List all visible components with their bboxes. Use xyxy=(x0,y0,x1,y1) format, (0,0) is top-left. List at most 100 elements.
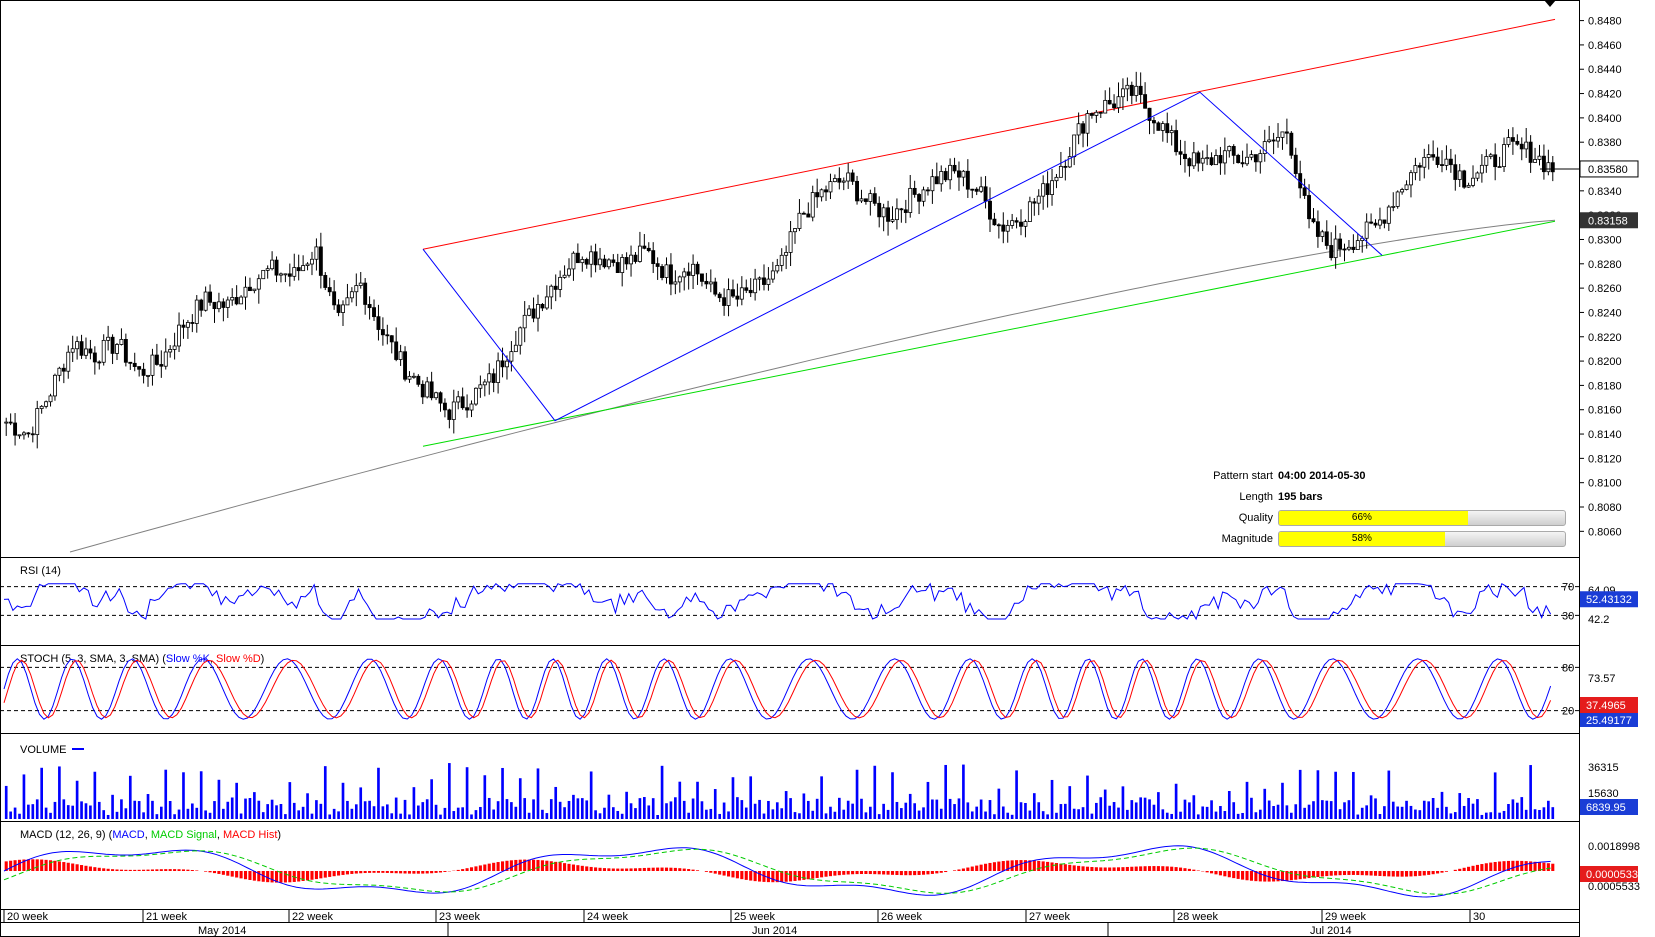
week-label: 20 week xyxy=(7,911,48,923)
candle-body xyxy=(660,266,665,278)
lower-channel-line xyxy=(422,220,1556,447)
candle-body xyxy=(1351,246,1356,250)
candle-body xyxy=(1222,150,1227,164)
stoch-level-label: 20 xyxy=(1562,706,1574,718)
candle-body xyxy=(748,289,753,294)
candle-body xyxy=(500,360,505,368)
candle-body xyxy=(624,257,629,265)
pattern-zigzag xyxy=(422,91,1383,422)
candle-body xyxy=(584,259,589,265)
macd-side-value: 0.0018998 xyxy=(1588,841,1640,853)
candle-body xyxy=(234,297,239,305)
candle-body xyxy=(620,257,625,274)
candle-body xyxy=(629,254,633,265)
macd-current-box xyxy=(1580,866,1638,882)
panel-frames xyxy=(0,0,1580,937)
zigzag-line xyxy=(422,91,1383,422)
week-label: 23 week xyxy=(439,911,480,923)
candle-body xyxy=(1125,84,1130,90)
candle-body xyxy=(194,299,199,324)
candle-body xyxy=(793,228,797,233)
candle-body xyxy=(1373,222,1378,226)
candle-body xyxy=(252,288,257,292)
candle-body xyxy=(1311,218,1316,223)
candle-body xyxy=(1546,162,1551,173)
candle-body xyxy=(1462,170,1467,188)
candle-body xyxy=(642,245,647,249)
candle-body xyxy=(784,252,789,256)
candle-body xyxy=(53,374,57,397)
candle-body xyxy=(775,265,780,272)
candle-body xyxy=(717,293,722,299)
candle-body xyxy=(48,395,53,403)
candle-body xyxy=(168,349,173,353)
candle-body xyxy=(1440,164,1444,166)
price-tick-label: 0.8140 xyxy=(1588,429,1622,441)
stoch-k-current: 25.49177 xyxy=(1586,715,1632,727)
candle-body xyxy=(1315,221,1320,237)
candle-body xyxy=(877,202,882,218)
candle-body xyxy=(1174,130,1179,153)
candle-body xyxy=(199,299,204,311)
candle-body xyxy=(917,194,922,202)
candle-body xyxy=(801,212,806,215)
candle-body xyxy=(779,254,784,266)
pattern-start-label: Pattern start xyxy=(1213,470,1273,482)
candle-body xyxy=(1036,195,1041,204)
candle-body xyxy=(310,258,314,265)
candle-body xyxy=(1448,158,1453,166)
candle-body xyxy=(1165,123,1170,134)
price-axis: 0.8480 0.8460 0.8440 0.8420 0.8400 0.8380 0.83… xyxy=(1540,16,1639,538)
candle-body xyxy=(185,322,190,328)
candle-body xyxy=(92,352,97,363)
candle-body xyxy=(1338,238,1343,250)
candle-body xyxy=(4,421,9,424)
candle-body xyxy=(571,252,576,270)
candle-body xyxy=(1200,157,1205,164)
candle-body xyxy=(983,186,988,202)
candle-body xyxy=(580,259,585,264)
candle-body xyxy=(1152,120,1156,124)
candle-body xyxy=(1085,113,1090,134)
candle-body xyxy=(305,263,310,266)
candle-body xyxy=(766,278,771,285)
candle-body xyxy=(1528,141,1533,163)
candle-body xyxy=(451,401,456,420)
quality-bar-fill xyxy=(1279,511,1468,525)
candle-body xyxy=(939,171,944,185)
pattern-length-value: 195 bars xyxy=(1278,491,1323,503)
candle-body xyxy=(1537,155,1542,160)
candle-body xyxy=(243,286,248,298)
candle-body xyxy=(491,373,496,383)
price-tick-label: 0.8380 xyxy=(1588,137,1622,149)
candle-body xyxy=(1431,154,1436,158)
candle-body xyxy=(598,258,602,266)
candle-body xyxy=(859,198,864,202)
magnitude-value: 58% xyxy=(1351,533,1372,544)
candle-body xyxy=(1045,183,1050,195)
candle-body xyxy=(1027,201,1032,222)
candle-body xyxy=(1395,191,1400,207)
candle-body xyxy=(1240,162,1245,165)
month-label: May 2014 xyxy=(198,925,246,937)
candle-body xyxy=(1320,231,1325,237)
candle-body xyxy=(1262,141,1267,154)
candle-body xyxy=(1280,131,1285,138)
quality-bar: 66% xyxy=(1278,510,1566,526)
candle-body xyxy=(469,403,474,411)
candle-body xyxy=(1364,221,1369,239)
candle-body xyxy=(1346,246,1351,250)
candle-body xyxy=(633,254,638,262)
candle-body xyxy=(894,208,899,221)
candle-body xyxy=(345,297,350,306)
scroll-marker-icon[interactable] xyxy=(1544,0,1556,7)
candle-body xyxy=(407,375,412,380)
candle-body xyxy=(1129,84,1134,96)
candle-body xyxy=(1404,184,1409,190)
candle-body xyxy=(106,336,111,341)
candle-body xyxy=(1479,164,1484,174)
candle-body xyxy=(1550,162,1555,173)
candle-body xyxy=(1276,136,1280,142)
